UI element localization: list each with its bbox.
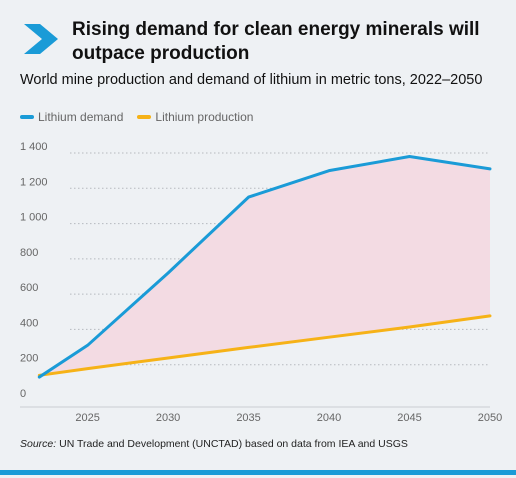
- x-tick-label: 2040: [317, 412, 341, 424]
- y-tick-label: 1 200: [20, 176, 48, 188]
- series-line-production: [37, 314, 492, 377]
- y-tick-label: 400: [20, 317, 38, 329]
- source-text: UN Trade and Development (UNCTAD) based …: [59, 438, 408, 450]
- x-tick-label: 2030: [156, 412, 180, 424]
- y-tick-label: 600: [20, 282, 38, 294]
- y-tick-label: 200: [20, 353, 38, 365]
- x-tick-label: 2045: [397, 412, 421, 424]
- chevron-right-icon: [24, 24, 58, 54]
- series-line-demand: [37, 155, 492, 379]
- x-tick-label: 2025: [75, 412, 99, 424]
- legend-swatch-demand: [20, 115, 34, 119]
- legend: Lithium demand Lithium production: [20, 110, 267, 124]
- legend-label-demand: Lithium demand: [38, 110, 124, 124]
- y-tick-label: 1 000: [20, 212, 48, 224]
- y-tick-label: 0: [20, 388, 26, 400]
- legend-swatch-production: [137, 115, 152, 119]
- legend-item-production: Lithium production: [137, 110, 253, 124]
- y-tick-label: 800: [20, 247, 38, 259]
- x-tick-label: 2050: [478, 412, 502, 424]
- demand-production-gap-area: [39, 156, 491, 378]
- bottom-accent-bar: [0, 470, 516, 475]
- x-tick-label: 2035: [236, 412, 260, 424]
- source-note: Source: UN Trade and Development (UNCTAD…: [20, 438, 408, 450]
- source-label: Source:: [20, 438, 57, 450]
- legend-item-demand: Lithium demand: [20, 110, 123, 124]
- chart-subtitle: World mine production and demand of lith…: [20, 72, 483, 88]
- legend-label-production: Lithium production: [155, 110, 254, 124]
- y-tick-label: 1 400: [20, 141, 48, 153]
- chart-title: Rising demand for clean energy minerals …: [72, 19, 480, 64]
